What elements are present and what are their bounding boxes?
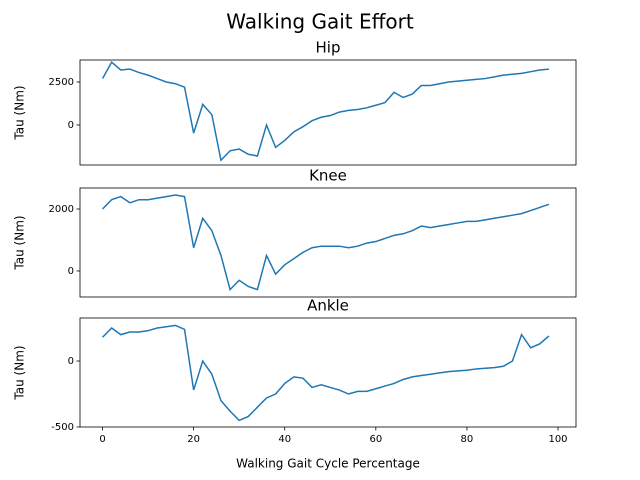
y-axis-label: Tau (Nm): [13, 85, 27, 140]
x-tick-label: 20: [187, 434, 200, 445]
x-tick-label: 80: [461, 434, 474, 445]
x-tick-label: 100: [548, 434, 567, 445]
plot-frame: [79, 59, 577, 166]
y-tick-label: 0: [68, 356, 74, 367]
figure-title: Walking Gait Effort: [226, 10, 414, 34]
x-tick-label: 60: [369, 434, 382, 445]
x-tick-label: 40: [278, 434, 291, 445]
subplot-title: Hip: [316, 39, 341, 57]
subplot-title: Knee: [309, 167, 347, 185]
y-axis-label: Tau (Nm): [13, 215, 27, 270]
plot-frame: [79, 317, 577, 428]
y-tick-label: 0: [68, 120, 74, 131]
y-tick-label: 0: [68, 266, 74, 277]
data-line: [101, 61, 549, 162]
data-line: [102, 194, 550, 292]
y-tick-label: -500: [51, 422, 74, 433]
data-line: [102, 324, 550, 422]
x-axis-label: Walking Gait Cycle Percentage: [236, 457, 420, 471]
x-tick-label: 0: [99, 434, 105, 445]
y-tick-label: 2000: [49, 204, 74, 215]
y-tick-label: 2500: [49, 77, 74, 88]
plot-frame: [79, 187, 577, 298]
y-axis-label: Tau (Nm): [13, 345, 27, 400]
subplot-title: Ankle: [307, 297, 349, 315]
